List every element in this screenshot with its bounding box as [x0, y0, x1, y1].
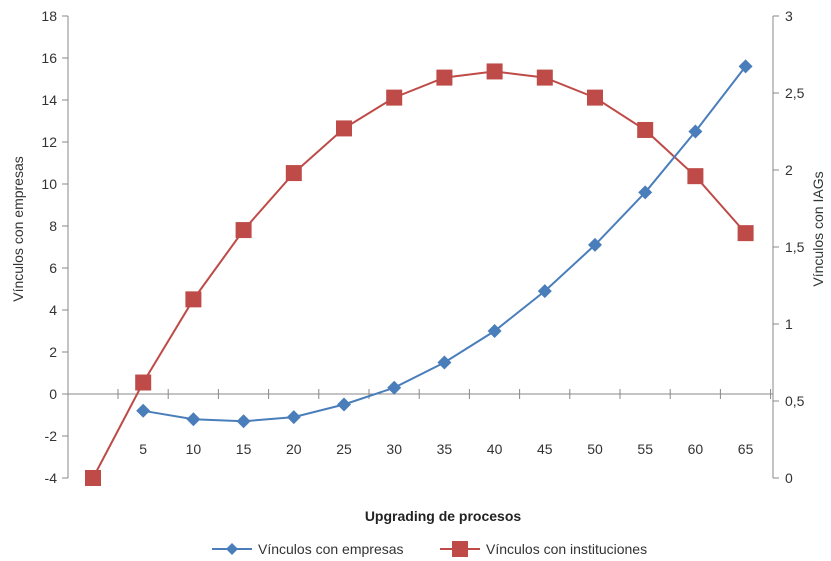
point-instituciones	[536, 69, 553, 86]
left-tick-label: -4	[45, 470, 58, 486]
x-tick-label: 50	[587, 441, 603, 457]
legend-item-empresas: Vínculos con empresas	[212, 541, 404, 557]
legend-label-instituciones: Vínculos con instituciones	[486, 541, 647, 557]
right-axis-ticks: 0 0,5 1 1,5 2 2,5 3	[773, 8, 805, 486]
point-instituciones	[386, 89, 403, 106]
right-tick-label: 3	[785, 8, 793, 24]
left-tick-label: 8	[49, 218, 57, 234]
left-tick-label: 18	[41, 8, 57, 24]
right-tick-label: 1	[785, 316, 793, 332]
legend: Vínculos con empresas Vínculos con insti…	[212, 541, 647, 557]
series-line-instituciones	[92, 70, 747, 479]
x-tick-label: 10	[186, 441, 202, 457]
x-tick-label: 40	[487, 441, 503, 457]
point-empresas	[537, 284, 552, 299]
point-empresas	[588, 237, 602, 252]
point-empresas	[387, 380, 402, 395]
x-tick-label: 65	[738, 441, 754, 457]
point-empresas	[487, 324, 502, 338]
point-instituciones	[85, 470, 101, 486]
legend-item-instituciones: Vínculos con instituciones	[440, 541, 647, 557]
point-instituciones	[436, 69, 453, 86]
left-tick-label: 6	[49, 260, 57, 276]
point-empresas	[638, 185, 653, 200]
right-tick-label: 2	[785, 162, 793, 178]
left-axis-ticks: -4 -2 0 2 4 6 8 10 12 14 16 18	[41, 8, 68, 486]
point-instituciones	[285, 165, 302, 182]
point-empresas	[286, 410, 301, 425]
x-axis-title: Upgrading de procesos	[365, 508, 522, 524]
point-empresas	[236, 414, 251, 429]
point-instituciones	[587, 89, 603, 106]
point-instituciones	[135, 374, 152, 391]
left-tick-label: -2	[45, 428, 58, 444]
chart-axes	[67, 16, 774, 478]
legend-label-empresas: Vínculos con empresas	[258, 541, 404, 557]
y2-axis-title: Vínculos con IAGs	[810, 171, 826, 286]
x-tick-label: 5	[139, 441, 147, 457]
x-tick-label: 25	[336, 441, 352, 457]
x-tick-label: 30	[386, 441, 402, 457]
point-instituciones	[637, 121, 654, 138]
point-instituciones	[486, 63, 503, 80]
point-empresas	[437, 355, 452, 370]
point-instituciones	[235, 222, 252, 239]
series-layer	[85, 59, 754, 486]
left-tick-label: 12	[41, 134, 57, 150]
left-tick-label: 0	[49, 386, 57, 402]
x-tick-label: 60	[688, 441, 704, 457]
legend-marker-instituciones	[452, 541, 468, 557]
left-tick-label: 14	[41, 92, 57, 108]
point-instituciones	[737, 225, 754, 242]
point-empresas	[186, 412, 201, 427]
left-tick-label: 16	[41, 50, 57, 66]
x-tick-label: 35	[437, 441, 453, 457]
right-tick-label: 1,5	[785, 239, 805, 255]
point-instituciones	[185, 291, 202, 308]
left-tick-label: 10	[41, 176, 57, 192]
right-tick-label: 0,5	[785, 393, 805, 409]
right-tick-label: 0	[785, 470, 793, 486]
right-tick-label: 2,5	[785, 85, 805, 101]
point-empresas	[136, 403, 151, 418]
x-axis-ticks: 5 10 15 20 25 30 35 40 45 50 55 60 65	[117, 389, 772, 457]
left-tick-label: 2	[49, 344, 57, 360]
point-instituciones	[336, 120, 352, 137]
y-axis-title: Vínculos con empresas	[10, 156, 26, 302]
point-empresas	[738, 59, 753, 74]
x-tick-label: 55	[637, 441, 653, 457]
x-tick-label: 20	[286, 441, 302, 457]
legend-marker-empresas	[226, 543, 238, 555]
x-tick-label: 15	[236, 441, 252, 457]
left-tick-label: 4	[49, 302, 57, 318]
point-empresas	[688, 124, 703, 139]
point-instituciones	[687, 168, 704, 185]
x-tick-label: 45	[537, 441, 553, 457]
point-empresas	[337, 397, 351, 412]
